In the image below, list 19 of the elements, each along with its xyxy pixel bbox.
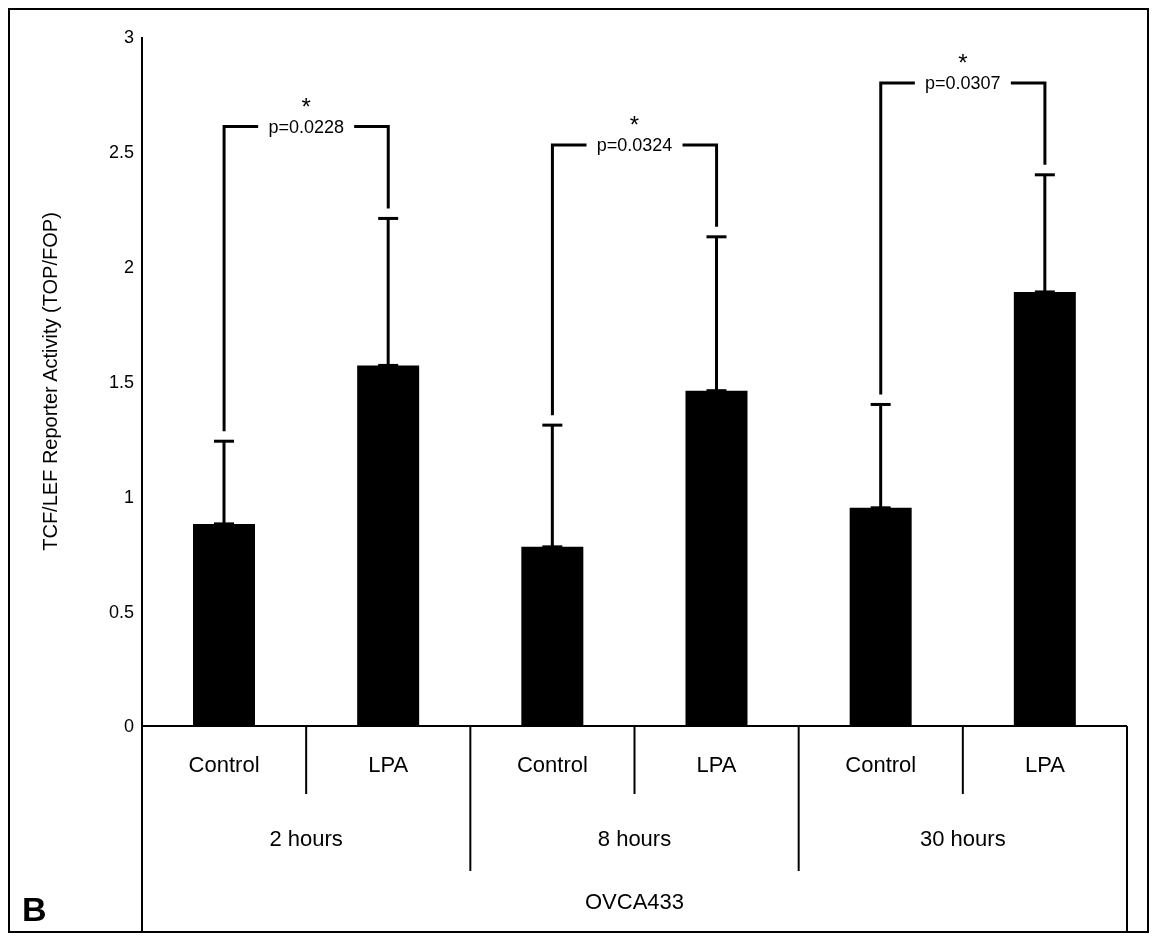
text: B: [22, 890, 47, 928]
x-tick-label: LPA: [368, 752, 409, 777]
x-tick-label: LPA: [696, 752, 737, 777]
y-tick-label: 3: [123, 27, 134, 48]
y-tick-label: 2.5: [108, 142, 134, 163]
y-tick-label: 1.5: [108, 371, 134, 392]
x-tick-label: LPA: [1024, 752, 1066, 777]
text: 30 hours: [920, 826, 1006, 851]
x-tick-label: Control: [845, 752, 917, 777]
y-tick-label: 1: [123, 486, 134, 507]
text: 8 hours: [597, 826, 672, 851]
y-tick-label: 0.5: [108, 601, 134, 622]
text: 2 hours: [269, 826, 343, 851]
y-axis-title: TCF/LEF Reporter Activity (TOP/FOP): [39, 212, 62, 551]
x-tick-label: Control: [188, 752, 260, 777]
y-tick-label: 2: [123, 257, 134, 278]
x-tick-label: Control: [516, 752, 588, 777]
text: OVCA433: [584, 889, 685, 914]
y-tick-label: 0: [123, 716, 134, 737]
